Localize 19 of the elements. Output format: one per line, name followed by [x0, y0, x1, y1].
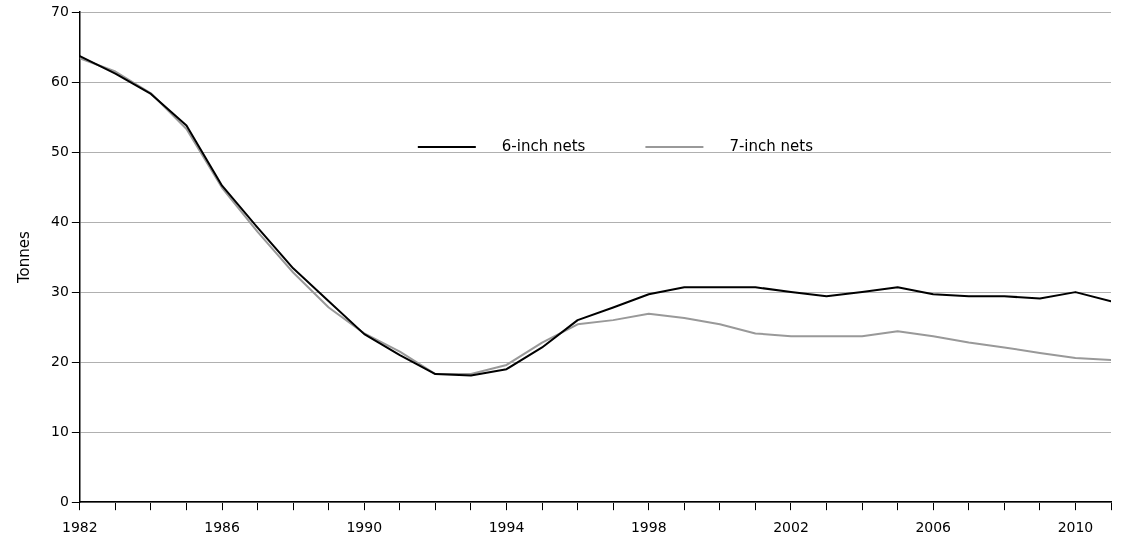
y-tick-label: 40: [50, 212, 69, 229]
legend-label: 7-inch nets: [729, 136, 814, 155]
y-tick-label: 10: [50, 422, 69, 439]
y-tick-label: 50: [50, 142, 69, 159]
x-tick-label: 1994: [488, 519, 525, 536]
legend-label: 6-inch nets: [501, 136, 586, 155]
y-axis-title: Tonnes: [14, 231, 33, 285]
y-tick-label: 0: [59, 492, 69, 509]
y-tick-label: 30: [50, 282, 69, 299]
y-tick-label: 70: [50, 2, 69, 19]
y-tick-label: 60: [50, 72, 69, 89]
x-tick-label: 1986: [204, 519, 240, 536]
x-tick-label: 2006: [915, 519, 952, 536]
x-tick-label: 1990: [346, 519, 383, 536]
x-tick-label: 2002: [773, 519, 809, 536]
x-tick-label: 1998: [630, 519, 667, 536]
x-tick-label: 2010: [1057, 519, 1094, 536]
y-tick-label: 20: [50, 352, 69, 369]
x-tick-label: 1982: [61, 519, 98, 536]
